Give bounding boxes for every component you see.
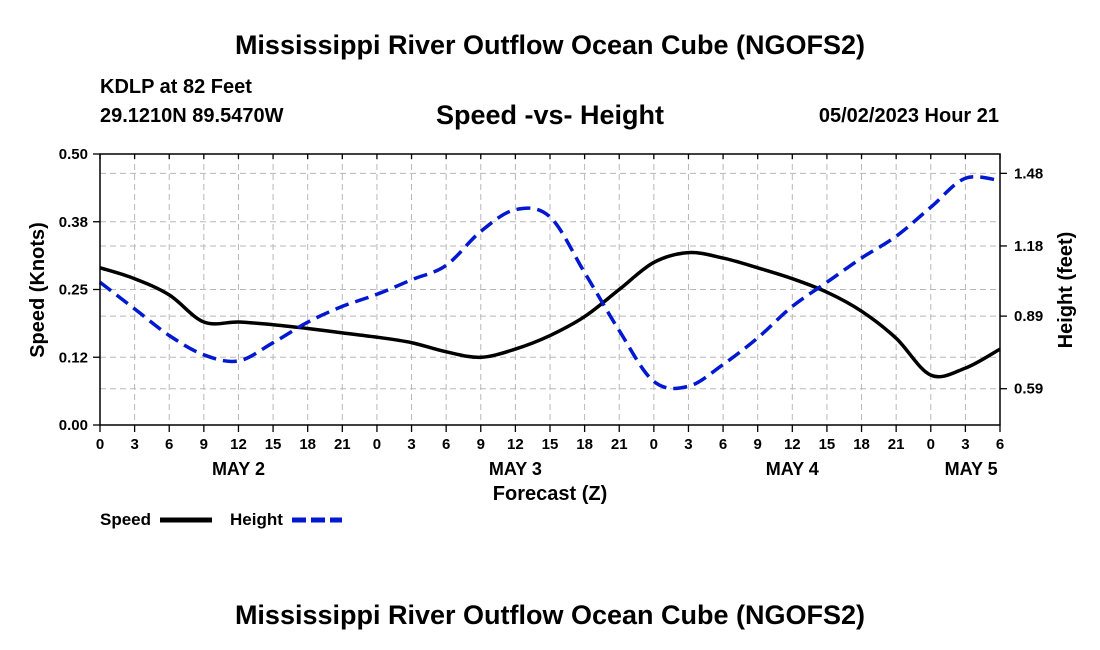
main-title: Mississippi River Outflow Ocean Cube (NG…	[234, 30, 866, 60]
x-tick-label: 12	[230, 436, 247, 453]
x-tick-label: 0	[927, 436, 935, 453]
series-line-speed	[99, 250, 1001, 379]
x-tick-label: 12	[507, 436, 524, 453]
x-tick-label: 3	[684, 436, 692, 453]
x-axis-label: Forecast (Z)	[493, 483, 607, 505]
legend: Speed Height	[100, 510, 342, 529]
x-tick-label: 6	[996, 436, 1004, 453]
x-tick-label: 6	[719, 436, 727, 453]
x-tick-label: 6	[165, 436, 173, 453]
x-tick-label: 18	[299, 436, 316, 453]
y2-tick-label: 1.48	[1014, 165, 1043, 182]
x-tick-label: 0	[373, 436, 381, 453]
x-axis-ticks: 0 3 6 9 12 15 18 21 0 3 6 9 12 15 18 21 0 3 6 9 12 15 18 21 0 3 6	[96, 154, 1004, 453]
x-tick-label: 3	[961, 436, 969, 453]
x-tick-label: 12	[784, 436, 801, 453]
y-tick-label: 0.00	[59, 417, 88, 434]
y2-axis-label: Height (feet)	[1055, 232, 1077, 349]
y2-tick-label: 0.89	[1014, 308, 1043, 325]
x-tick-label: 21	[611, 436, 628, 453]
day-label: MAY 2	[212, 459, 265, 479]
y2-tick-label: 1.18	[1014, 238, 1043, 255]
series-line-height	[98, 174, 1001, 391]
x-tick-label: 21	[888, 436, 905, 453]
x-tick-label: 9	[754, 436, 762, 453]
legend-height-label: Height	[230, 510, 283, 529]
y2-tick-label: 0.59	[1014, 381, 1043, 398]
x-tick-label: 15	[542, 436, 559, 453]
x-tick-label: 9	[200, 436, 208, 453]
x-tick-label: 3	[130, 436, 138, 453]
grid	[99, 153, 1001, 426]
station-coordinates: 29.1210N 89.5470W	[100, 105, 284, 127]
day-label: MAY 3	[489, 459, 542, 479]
y-tick-label: 0.50	[59, 146, 88, 163]
x-tick-label: 18	[576, 436, 593, 453]
y-tick-label: 0.38	[59, 214, 88, 231]
day-label: MAY 4	[766, 459, 819, 479]
x-tick-label: 0	[96, 436, 104, 453]
y-axis-label: Speed (Knots)	[27, 222, 49, 358]
x-tick-label: 18	[853, 436, 870, 453]
x-tick-label: 9	[477, 436, 485, 453]
x-tick-label: 21	[334, 436, 351, 453]
x-tick-label: 3	[407, 436, 415, 453]
series-layer	[98, 174, 1001, 391]
y-axis-ticks: 0.00 0.12 0.25 0.38 0.50	[59, 146, 100, 434]
y2-axis-ticks: 0.59 0.89 1.18 1.48	[1000, 165, 1043, 398]
x-tick-label: 6	[442, 436, 450, 453]
y-tick-label: 0.12	[59, 349, 88, 366]
forecast-datetime: 05/02/2023 Hour 21	[818, 105, 999, 127]
day-labels: MAY 2 MAY 3 MAY 4 MAY 5	[212, 459, 998, 479]
legend-speed-label: Speed	[100, 510, 151, 529]
x-tick-label: 15	[265, 436, 282, 453]
x-tick-label: 15	[819, 436, 836, 453]
footer-title: Mississippi River Outflow Ocean Cube (NG…	[234, 600, 866, 630]
station-label: KDLP at 82 Feet	[100, 76, 252, 98]
day-label: MAY 5	[945, 459, 998, 479]
chart-subtitle: Speed -vs- Height	[435, 100, 665, 130]
x-tick-label: 0	[650, 436, 658, 453]
y-tick-label: 0.25	[59, 282, 88, 299]
